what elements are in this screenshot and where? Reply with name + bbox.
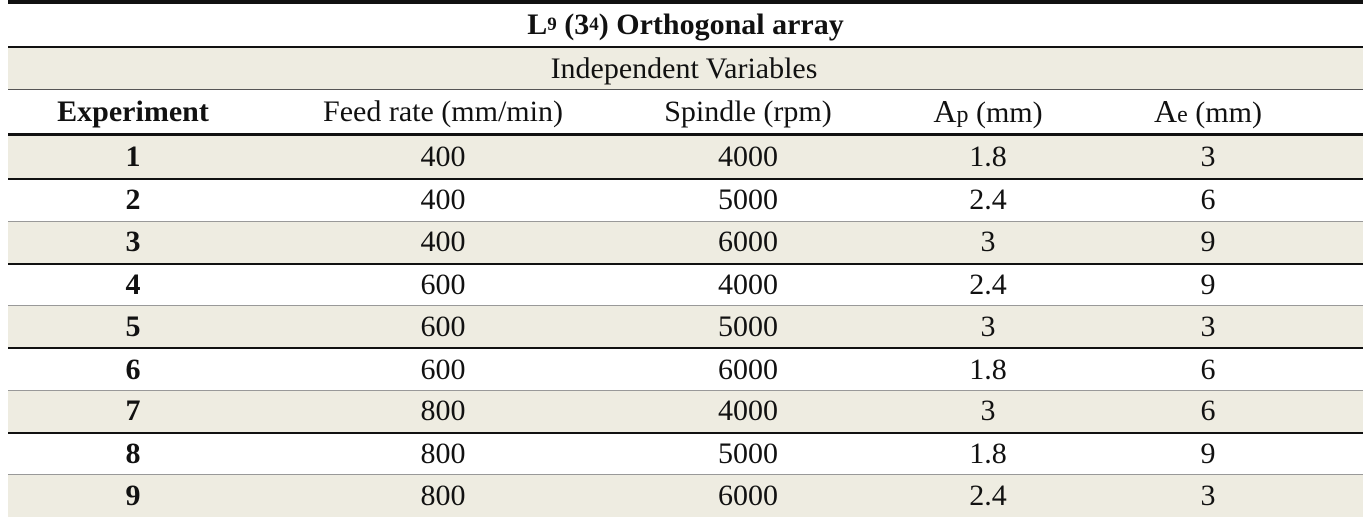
header-ap-unit: (mm) xyxy=(968,96,1043,129)
table-row: 8 800 5000 1.8 9 xyxy=(8,432,1363,474)
header-ae-sub: e xyxy=(1177,102,1188,128)
header-ae-letter: A xyxy=(1154,93,1178,129)
column-header-row: Experiment Feed rate (mm/min) Spindle (r… xyxy=(8,90,1363,136)
cell-experiment: 9 xyxy=(125,479,141,513)
cell-ap: 1.8 xyxy=(969,140,1007,174)
cell-ae: 6 xyxy=(1200,183,1216,217)
table-row: 2 400 5000 2.4 6 xyxy=(8,178,1363,220)
cell-feed-rate: 400 xyxy=(420,140,466,174)
cell-ap: 2.4 xyxy=(969,183,1007,217)
cell-ae: 3 xyxy=(1200,309,1216,343)
cell-ae: 9 xyxy=(1200,268,1216,302)
cell-ap: 3 xyxy=(980,225,996,259)
cell-spindle: 6000 xyxy=(718,352,778,386)
group-header-label: Independent Variables xyxy=(550,51,818,85)
cell-feed-rate: 800 xyxy=(420,437,466,471)
title-superscript: 4 xyxy=(589,14,599,35)
group-header-row: Independent Variables xyxy=(8,48,1363,90)
cell-experiment: 1 xyxy=(125,140,141,174)
cell-experiment: 7 xyxy=(125,394,141,428)
cell-ap: 3 xyxy=(980,309,996,343)
title-subscript: 9 xyxy=(547,14,557,35)
cell-ae: 3 xyxy=(1200,479,1216,513)
cell-spindle: 5000 xyxy=(718,437,778,471)
cell-spindle: 6000 xyxy=(718,479,778,513)
cell-experiment: 6 xyxy=(125,352,141,386)
cell-ap: 1.8 xyxy=(969,437,1007,471)
cell-spindle: 5000 xyxy=(718,309,778,343)
table-row: 9 800 6000 2.4 3 xyxy=(8,474,1363,517)
header-spindle: Spindle (rpm) xyxy=(664,94,832,128)
cell-ae: 9 xyxy=(1200,437,1216,471)
cell-experiment: 2 xyxy=(125,183,141,217)
cell-experiment: 4 xyxy=(125,268,141,302)
table-row: 6 600 6000 1.8 6 xyxy=(8,347,1363,389)
cell-feed-rate: 600 xyxy=(420,352,466,386)
header-ap: Ap (mm) xyxy=(868,93,1108,130)
table-row: 7 800 4000 3 6 xyxy=(8,389,1363,433)
cell-ap: 2.4 xyxy=(969,268,1007,302)
cell-feed-rate: 800 xyxy=(420,394,466,428)
cell-ap: 1.8 xyxy=(969,352,1007,386)
cell-spindle: 4000 xyxy=(718,268,778,302)
cell-experiment: 5 xyxy=(125,309,141,343)
cell-spindle: 5000 xyxy=(718,183,778,217)
header-feed-rate: Feed rate (mm/min) xyxy=(323,94,563,128)
cell-ae: 9 xyxy=(1200,225,1216,259)
header-ae: Ae (mm) xyxy=(1108,93,1308,130)
cell-feed-rate: 600 xyxy=(420,309,466,343)
header-ap-sub: p xyxy=(956,102,969,128)
cell-ap: 3 xyxy=(980,394,996,428)
title-open: (3 xyxy=(564,8,590,41)
cell-experiment: 8 xyxy=(125,437,141,471)
cell-ap: 2.4 xyxy=(969,479,1007,513)
table-row: 4 600 4000 2.4 9 xyxy=(8,262,1363,305)
header-ap-letter: A xyxy=(933,93,957,129)
cell-ae: 6 xyxy=(1200,394,1216,428)
table-row: 3 400 6000 3 9 xyxy=(8,220,1363,263)
header-experiment: Experiment xyxy=(57,94,209,128)
cell-ae: 6 xyxy=(1200,352,1216,386)
table-row: 5 600 5000 3 3 xyxy=(8,305,1363,348)
title-letter: L xyxy=(527,8,548,41)
cell-feed-rate: 400 xyxy=(420,183,466,217)
cell-spindle: 6000 xyxy=(718,225,778,259)
cell-feed-rate: 400 xyxy=(420,225,466,259)
cell-spindle: 4000 xyxy=(718,140,778,174)
cell-feed-rate: 800 xyxy=(420,479,466,513)
cell-spindle: 4000 xyxy=(718,394,778,428)
cell-ae: 3 xyxy=(1200,140,1216,174)
title-rest: ) Orthogonal array xyxy=(598,8,844,41)
table-row: 1 400 4000 1.8 3 xyxy=(8,136,1363,179)
cell-feed-rate: 600 xyxy=(420,268,466,302)
cell-experiment: 3 xyxy=(125,225,141,259)
header-ae-unit: (mm) xyxy=(1187,96,1262,129)
